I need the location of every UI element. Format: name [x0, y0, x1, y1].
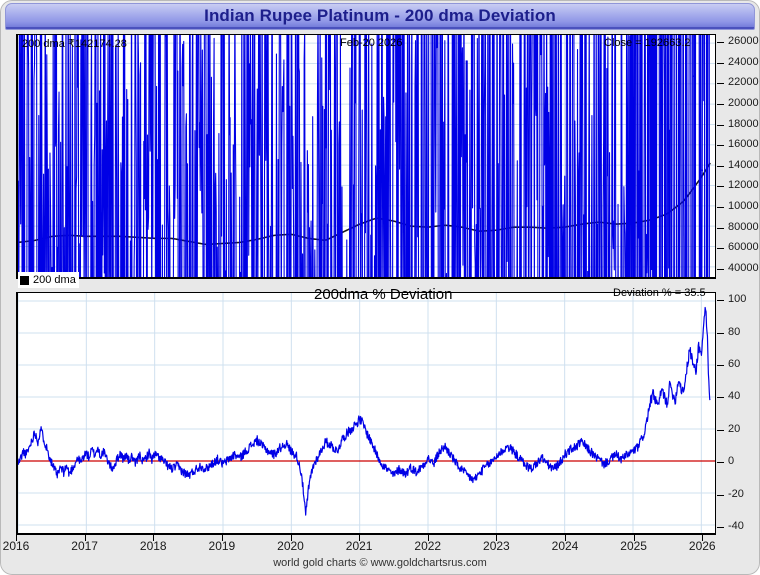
y-axis-label-price: 60000	[728, 241, 759, 254]
dma-value-label: 200 dma ₹142174.28	[22, 38, 127, 50]
x-axis-label: 2018	[139, 539, 167, 553]
window-title-bar: Indian Rupee Platinum - 200 dma Deviatio…	[5, 3, 755, 30]
x-tick-mark	[153, 535, 155, 541]
y-axis-label-deviation: -20	[728, 487, 744, 500]
y-axis-label-price: 260000	[728, 35, 760, 48]
x-axis-label: 2025	[620, 539, 647, 553]
y-tick-mark	[717, 397, 724, 399]
deviation-value-label: Deviation % = 35.5	[613, 287, 706, 299]
x-tick-mark	[221, 535, 223, 541]
y-axis-label-price: 200000	[728, 97, 760, 109]
y-tick-mark	[717, 206, 724, 208]
y-tick-mark	[717, 104, 724, 105]
price-chart-svg	[18, 35, 715, 277]
y-tick-mark	[717, 332, 724, 334]
legend: 200 dma	[18, 272, 79, 288]
y-tick-mark	[717, 300, 724, 302]
y-tick-mark	[717, 227, 724, 229]
x-axis-label: 2020	[277, 539, 304, 553]
deviation-line	[18, 306, 711, 516]
y-tick-mark	[717, 429, 724, 431]
footer-credit: world gold charts © www.goldchartsrus.co…	[273, 557, 487, 569]
y-tick-mark	[717, 494, 724, 496]
x-tick-mark	[496, 535, 498, 541]
y-tick-mark	[717, 526, 724, 528]
x-axis-label: 2026	[688, 539, 716, 553]
y-axis-label-deviation: 0	[728, 455, 735, 468]
x-tick-mark	[565, 535, 567, 541]
y-tick-mark	[717, 83, 724, 85]
y-axis-label-price: 180000	[728, 117, 760, 130]
x-axis-label: 2024	[551, 539, 579, 553]
x-tick-mark	[290, 535, 292, 541]
deviation-chart-title: 200dma % Deviation	[314, 286, 453, 303]
legend-swatch-200dma	[20, 275, 29, 285]
x-axis-label: 2022	[414, 539, 442, 553]
y-axis-label-deviation: 60	[728, 357, 741, 370]
x-axis-label: 2023	[483, 539, 510, 553]
price-chart-panel	[16, 34, 716, 279]
deviation-chart-svg	[18, 293, 715, 533]
y-axis-label-deviation: -40	[728, 519, 744, 532]
x-tick-mark	[16, 535, 17, 541]
y-tick-mark	[717, 62, 724, 64]
y-axis-label-price: 40000	[728, 261, 759, 274]
deviation-chart-gridlines	[18, 293, 715, 533]
x-axis-label: 2017	[71, 539, 98, 553]
y-tick-mark	[717, 268, 724, 270]
y-axis-label-price: 160000	[728, 138, 760, 151]
x-axis-label: 2019	[208, 539, 236, 553]
y-tick-mark	[717, 248, 724, 250]
x-tick-mark	[359, 535, 361, 541]
x-axis-label: 2016	[2, 539, 30, 553]
x-tick-mark	[702, 535, 704, 541]
y-tick-mark	[717, 145, 724, 147]
y-axis-label-price: 220000	[728, 76, 760, 89]
y-axis-label-price: 120000	[728, 179, 760, 192]
x-tick-mark	[427, 535, 429, 541]
y-axis-label-deviation: 40	[728, 390, 741, 403]
x-tick-mark	[633, 535, 635, 541]
y-axis-label-deviation: 20	[728, 422, 741, 435]
y-tick-mark	[717, 462, 724, 464]
x-tick-mark	[84, 535, 86, 541]
price-line	[18, 35, 710, 277]
y-axis-label-price: 140000	[728, 158, 760, 171]
deviation-chart-panel	[16, 292, 716, 535]
y-tick-mark	[717, 124, 724, 126]
page-title: Indian Rupee Platinum - 200 dma Deviatio…	[204, 6, 556, 25]
y-tick-mark	[717, 42, 724, 44]
y-tick-mark	[717, 186, 724, 188]
y-axis-label-price: 240000	[728, 55, 760, 68]
y-tick-mark	[717, 364, 724, 366]
legend-label-200dma: 200 dma	[33, 274, 76, 286]
y-tick-mark	[717, 165, 724, 167]
y-axis-label-price: 80000	[728, 220, 759, 233]
y-axis-label-price: 100000	[728, 199, 760, 212]
price-dots	[692, 75, 704, 172]
x-axis-label: 2021	[345, 539, 373, 553]
close-value-label: Close = 192663.2	[604, 37, 691, 49]
y-axis-label-deviation: 80	[728, 325, 741, 338]
y-axis-label-deviation: 100	[728, 293, 747, 306]
date-label: Feb-20 2026	[340, 37, 403, 49]
